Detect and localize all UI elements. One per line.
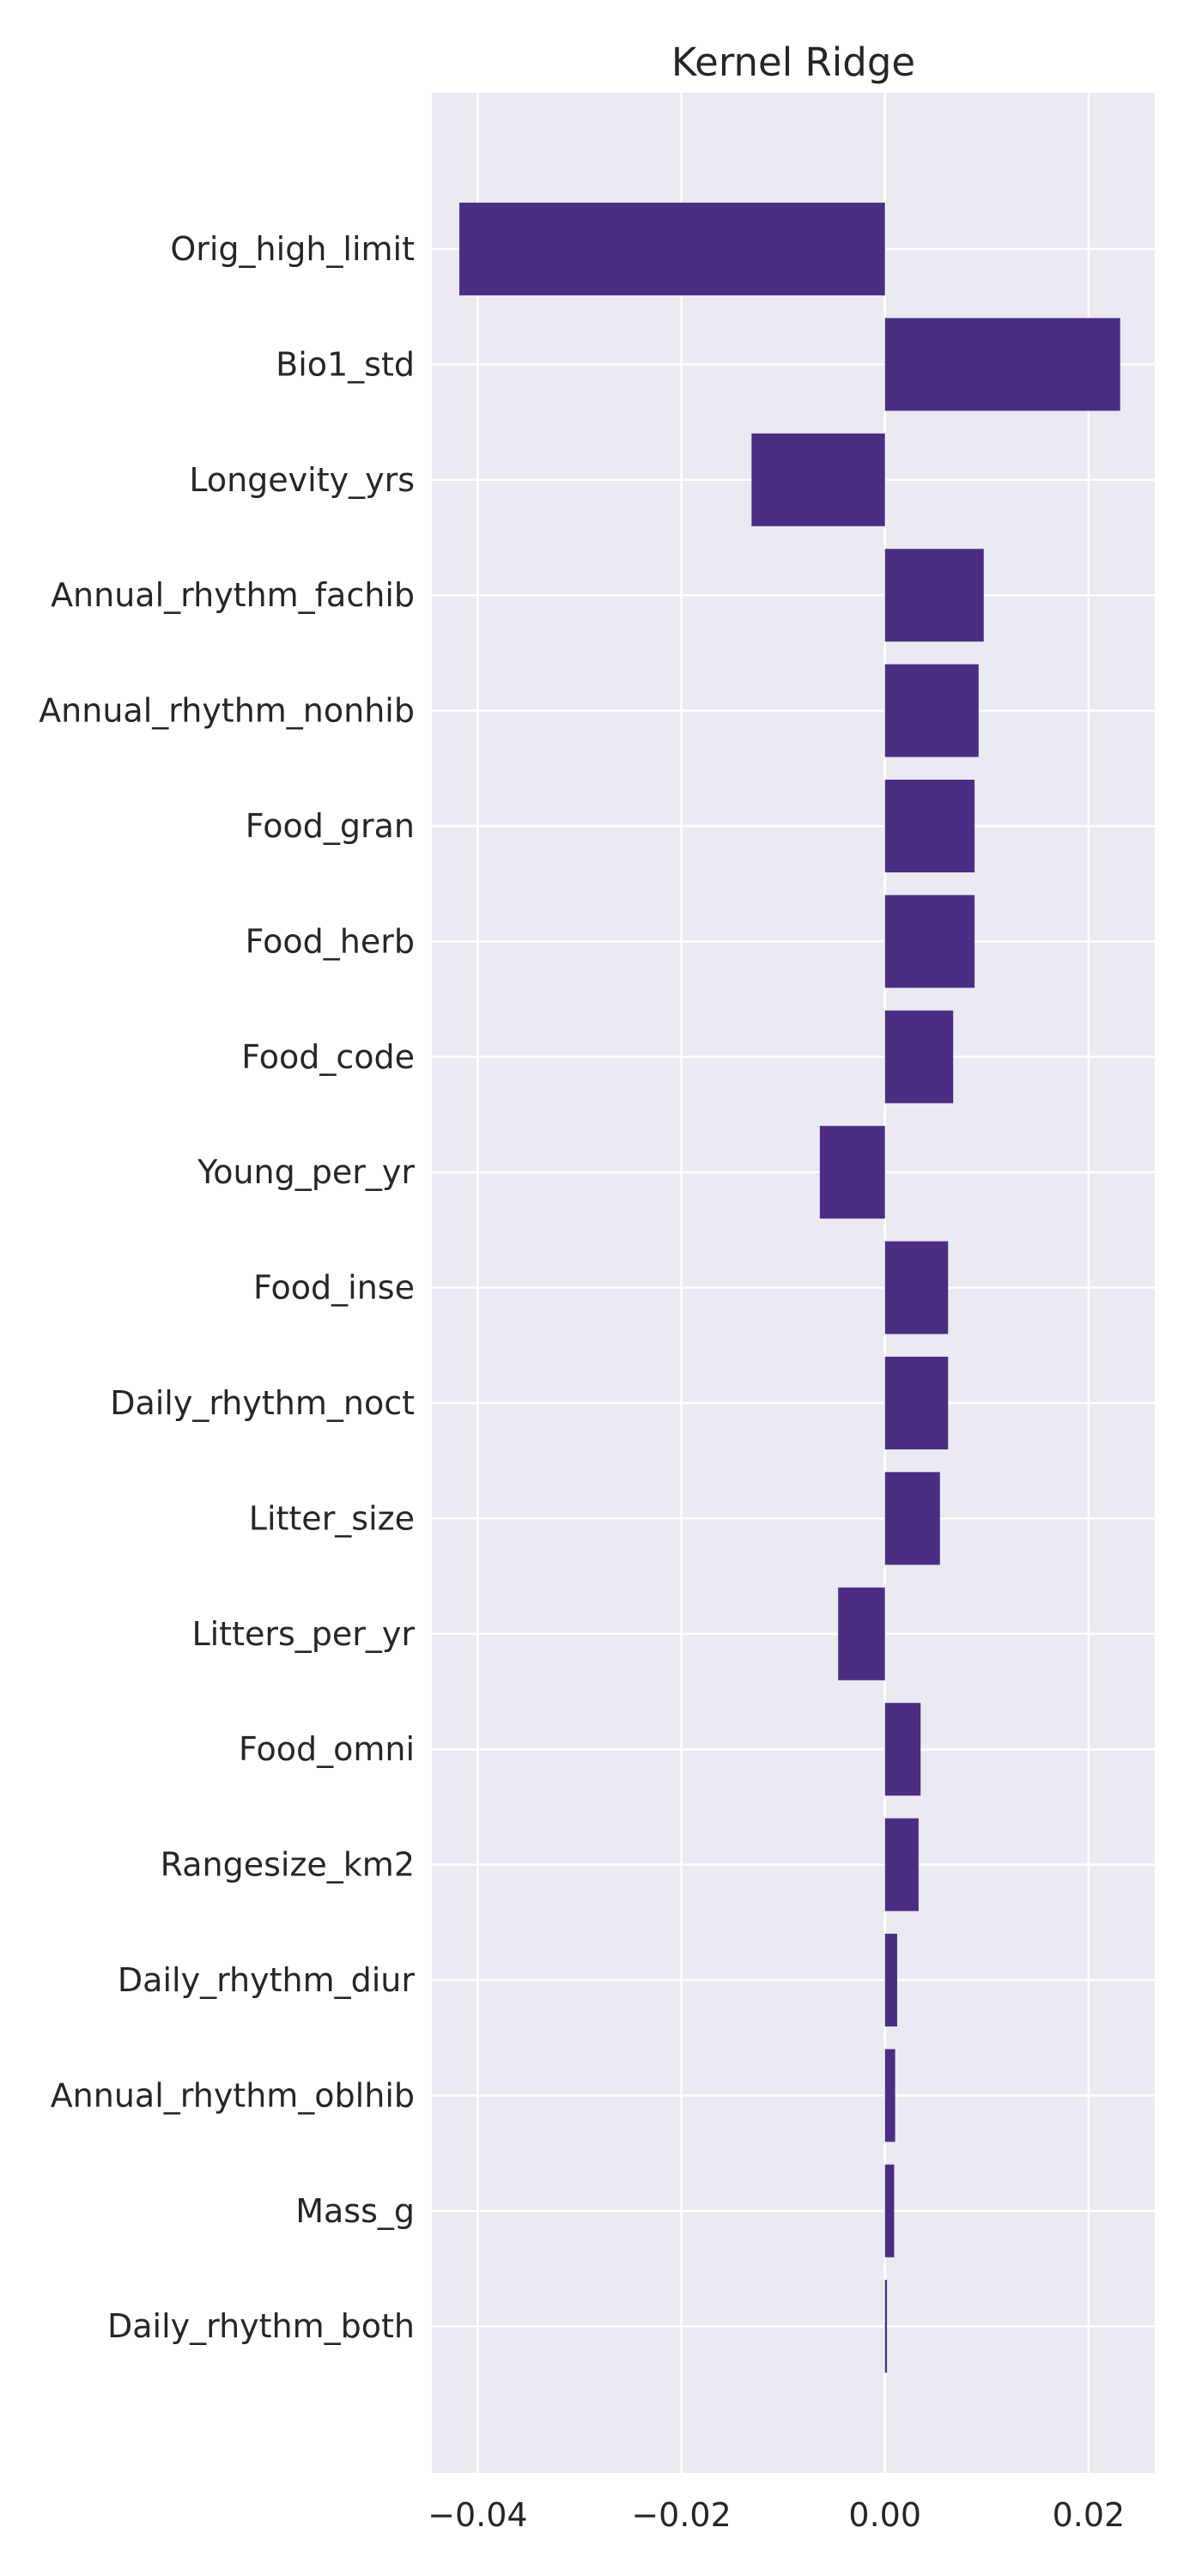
bar-litter-size [884, 1472, 940, 1565]
x-tick-label: 0.00 [848, 2496, 921, 2534]
category-label: Food_code [241, 1038, 415, 1076]
x-tick-label: −0.02 [631, 2496, 731, 2534]
category-label: Food_omni [239, 1730, 415, 1768]
bar-food-inse [884, 1241, 949, 1334]
bar-rangesize-km2 [884, 1818, 919, 1911]
bar-annual-rhythm-nonhib [884, 664, 979, 757]
bar-young-per-yr [819, 1126, 885, 1219]
bar-mass-g [884, 2164, 895, 2257]
category-label: Rangesize_km2 [161, 1846, 415, 1884]
bar-annual-rhythm-oblhib [884, 2049, 895, 2142]
bar-orig-high-limit [459, 203, 885, 295]
chart-title: Kernel Ridge [671, 39, 915, 85]
bar-longevity-yrs [751, 433, 885, 526]
category-label: Food_herb [246, 922, 415, 960]
category-label: Bio1_std [276, 345, 415, 383]
x-tick-labels: −0.04 −0.02 0.00 0.02 [428, 2496, 1125, 2534]
category-label: Daily_rhythm_noct [110, 1384, 415, 1422]
bars [459, 203, 1120, 2373]
category-label: Daily_rhythm_both [107, 2307, 415, 2345]
bar-annual-rhythm-fachib [884, 549, 984, 642]
category-label: Daily_rhythm_diur [118, 1961, 415, 1999]
category-label: Food_gran [246, 807, 415, 845]
category-label: Litter_size [249, 1499, 415, 1537]
category-label: Annual_rhythm_nonhib [39, 692, 415, 730]
category-label: Annual_rhythm_fachib [51, 576, 415, 614]
category-label: Longevity_yrs [189, 461, 415, 499]
bar-food-herb [884, 895, 975, 988]
bar-daily-rhythm-diur [884, 1934, 897, 2026]
x-tick-label: 0.02 [1053, 2496, 1126, 2534]
bar-litters-per-yr [838, 1587, 885, 1680]
bar-daily-rhythm-both [884, 2280, 888, 2373]
category-label: Young_per_yr [197, 1153, 415, 1191]
bar-food-gran [884, 780, 975, 872]
bar-daily-rhythm-noct [884, 1357, 949, 1449]
x-tick-label: −0.04 [428, 2496, 527, 2534]
category-label: Food_inse [253, 1269, 415, 1307]
category-label: Litters_per_yr [191, 1615, 415, 1653]
category-label: Mass_g [295, 2192, 415, 2230]
category-labels: Orig_high_limit Bio1_std Longevity_yrs Annu… [39, 230, 415, 2345]
bar-food-omni [884, 1703, 921, 1796]
bar-food-code [884, 1010, 954, 1103]
category-label: Orig_high_limit [170, 230, 415, 268]
bar-bio1-std [884, 318, 1120, 411]
category-label: Annual_rhythm_oblhib [51, 2076, 415, 2114]
